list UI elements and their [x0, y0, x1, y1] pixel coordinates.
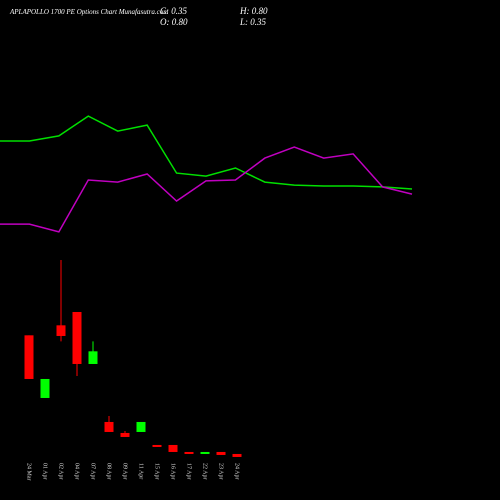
candle-body	[56, 325, 66, 336]
x-tick-label: 01 Apr	[42, 463, 48, 480]
x-tick-label: 02 Apr	[58, 463, 64, 480]
candle-body	[88, 351, 98, 364]
x-tick-label: 07 Apr	[90, 463, 96, 480]
candle-body	[168, 444, 178, 452]
x-tick-label: 08 Apr	[106, 463, 112, 480]
line	[0, 115, 413, 190]
x-tick-label: 11 Apr	[138, 463, 144, 479]
open-label: O: 0.80	[160, 17, 188, 27]
x-tick-label: 16 Apr	[170, 463, 176, 480]
candle-body	[72, 311, 82, 364]
candle-body	[24, 335, 34, 379]
candle-body	[120, 432, 130, 437]
candle-body	[232, 453, 242, 457]
high-label: H: 0.80	[239, 6, 268, 16]
candle-body	[184, 451, 194, 454]
candle-body	[152, 444, 162, 447]
candle-body	[136, 421, 146, 432]
x-tick-label: 04 Apr	[74, 463, 80, 480]
x-tick-label: 09 Apr	[122, 463, 128, 480]
x-tick-label: 15 Apr	[154, 463, 160, 480]
candle-body	[200, 451, 210, 454]
candle-body	[216, 451, 226, 455]
x-tick-label: 24 Mar	[26, 463, 32, 481]
candle-body	[40, 378, 50, 398]
x-tick-label: 17 Apr	[186, 463, 192, 480]
candle-body	[104, 421, 114, 432]
low-label: L: 0.35	[239, 17, 267, 27]
chart-title: APLAPOLLO 1700 PE Options Chart Munafasu…	[9, 8, 168, 16]
line	[0, 146, 413, 233]
x-tick-label: 22 Apr	[202, 463, 208, 480]
close-label: C: 0.35	[160, 6, 188, 16]
x-tick-label: 23 Apr	[218, 463, 224, 480]
x-tick-label: 24 Apr	[234, 463, 240, 480]
